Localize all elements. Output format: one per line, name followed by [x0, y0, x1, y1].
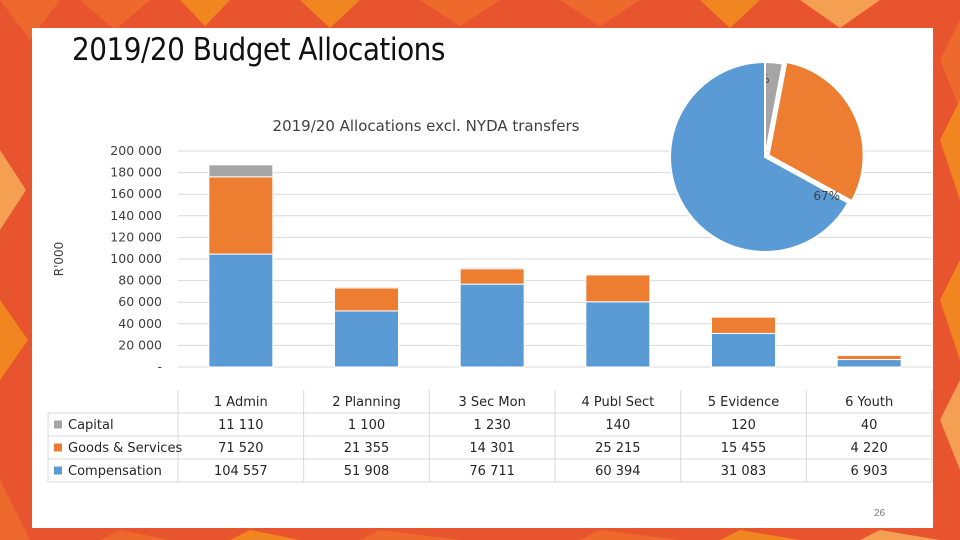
- legend-entry: Capital: [68, 418, 114, 433]
- bar-segment: [836, 354, 902, 356]
- bar-segment: [459, 268, 525, 285]
- bar-segment: [208, 176, 274, 255]
- table-cell-value: 4 220: [851, 441, 888, 456]
- y-tick-label: -: [157, 359, 162, 374]
- x-category-label: 3 Sec Mon: [458, 395, 525, 410]
- chart-area: 2019/20 Allocations excl. NYDA transfers…: [47, 60, 933, 483]
- x-category-label: 5 Evidence: [708, 395, 780, 410]
- y-tick-label: 100 000: [110, 251, 162, 266]
- y-tick-label: 60 000: [118, 294, 162, 309]
- y-tick-label: 20 000: [118, 337, 162, 352]
- bar-segment: [711, 332, 776, 368]
- legend-entry: Goods & Services: [68, 441, 182, 456]
- page-number: 26: [874, 508, 886, 519]
- table-cell-value: 25 215: [595, 441, 641, 456]
- bar-segment: [459, 266, 525, 270]
- y-tick-label: 40 000: [118, 316, 162, 331]
- bar-segment: [459, 283, 525, 368]
- bar-segment: [208, 253, 274, 368]
- legend-swatch: [54, 420, 62, 429]
- bar-segment: [711, 316, 776, 334]
- bar-segment: [334, 286, 399, 289]
- y-tick-label: 200 000: [110, 143, 162, 158]
- x-category-label: 6 Youth: [845, 395, 893, 410]
- table-cell-value: 1 230: [474, 418, 511, 433]
- y-tick-label: 180 000: [110, 165, 162, 180]
- slide-title: 2019/20 Budget Allocations: [72, 32, 445, 68]
- table-cell-value: 11 110: [218, 418, 263, 433]
- pie-slice: [767, 60, 865, 203]
- bar-segment: [585, 273, 651, 276]
- y-tick-label: 80 000: [118, 273, 162, 288]
- pie-slice-label: 67%: [813, 189, 840, 203]
- table-cell-value: 40: [861, 418, 878, 433]
- chart-title: 2019/20 Allocations excl. NYDA transfers: [273, 117, 580, 135]
- table-cell-value: 6 903: [851, 464, 888, 479]
- bar-segment: [334, 310, 399, 368]
- legend-swatch: [54, 466, 62, 475]
- pie-slice: [669, 60, 850, 253]
- table-cell-value: 120: [731, 418, 756, 433]
- y-axis-label: R'000: [52, 242, 66, 277]
- table-cell-value: 14 301: [469, 441, 514, 456]
- table-cell-value: 140: [605, 418, 630, 433]
- legend-swatch: [54, 443, 62, 452]
- x-category-label: 1 Admin: [214, 395, 268, 410]
- x-category-label: 2 Planning: [332, 395, 400, 410]
- table-cell-value: 104 557: [214, 464, 268, 479]
- table-cell-value: 60 394: [595, 464, 641, 479]
- bar-segment: [585, 301, 651, 368]
- table-cell-value: 31 083: [721, 464, 767, 479]
- table-cell-value: 1 100: [348, 418, 385, 433]
- bar-segment: [208, 164, 274, 178]
- slide: 2019/20 Budget Allocations 2019/20 Alloc…: [32, 28, 933, 528]
- legend-entry: Compensation: [68, 464, 162, 479]
- bar-segment: [334, 287, 399, 312]
- table-cell-value: 71 520: [218, 441, 263, 456]
- x-category-label: 4 Publ Sect: [581, 395, 654, 410]
- table-cell-value: 51 908: [344, 464, 390, 479]
- y-tick-label: 140 000: [110, 208, 162, 223]
- table-cell-value: 21 355: [344, 441, 390, 456]
- y-tick-label: 120 000: [110, 229, 162, 244]
- table-cell-value: 15 455: [721, 441, 767, 456]
- bar-segment: [836, 359, 902, 368]
- table-cell-value: 76 711: [469, 464, 514, 479]
- bar-segment: [585, 274, 651, 303]
- y-tick-label: 160 000: [110, 186, 162, 201]
- bar-segment: [711, 316, 776, 318]
